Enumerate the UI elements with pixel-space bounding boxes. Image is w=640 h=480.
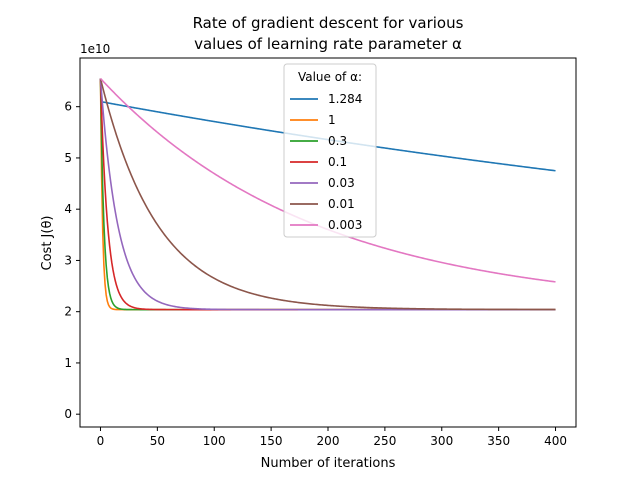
legend-label: 0.03 <box>328 176 355 190</box>
x-tick-label: 400 <box>544 434 567 448</box>
x-tick-label: 150 <box>260 434 283 448</box>
y-tick-label: 2 <box>64 305 72 319</box>
x-tick-label: 350 <box>487 434 510 448</box>
x-tick-label: 250 <box>373 434 396 448</box>
chart-title-line2: values of learning rate parameter α <box>194 35 462 53</box>
legend-entries: 1.284 1 0.3 0.1 0.03 0.01 0.003 <box>290 92 362 232</box>
x-tick-label: 300 <box>430 434 453 448</box>
legend: Value of α: 1.284 1 0.3 0.1 0.03 0.01 0.003 <box>283 63 377 238</box>
legend-label: 1 <box>328 113 336 127</box>
y-tick-label: 1 <box>64 356 72 370</box>
y-axis-label: Cost J(θ) <box>40 216 55 271</box>
x-axis-label: Number of iterations <box>261 456 396 471</box>
x-tick-label: 200 <box>317 434 340 448</box>
legend-label: 0.01 <box>328 197 355 211</box>
y-offset-label: 1e10 <box>80 42 110 56</box>
x-tick-label: 50 <box>150 434 165 448</box>
legend-label: 0.3 <box>328 134 347 148</box>
legend-label: 0.1 <box>328 155 347 169</box>
y-tick-label: 4 <box>64 202 72 216</box>
y-tick-label: 6 <box>64 100 72 114</box>
plot-lines <box>99 77 556 311</box>
legend-label: 0.003 <box>328 218 362 232</box>
chart-title-line1: Rate of gradient descent for various <box>193 14 464 32</box>
x-tick-label: 0 <box>97 434 105 448</box>
y-tick-label: 0 <box>64 407 72 421</box>
legend-title: Value of α: <box>298 70 362 84</box>
x-tick-label: 100 <box>203 434 226 448</box>
y-tick-label: 5 <box>64 151 72 165</box>
plot-frame <box>79 57 577 428</box>
x-axis: 0 50 100 150 200 250 300 350 400 <box>97 427 567 448</box>
legend-label: 1.284 <box>328 92 362 106</box>
y-tick-label: 3 <box>64 253 72 267</box>
series-line-0.01 <box>99 78 556 311</box>
legend-box <box>283 63 377 238</box>
y-axis: 0 1 2 3 4 5 6 <box>64 100 80 421</box>
